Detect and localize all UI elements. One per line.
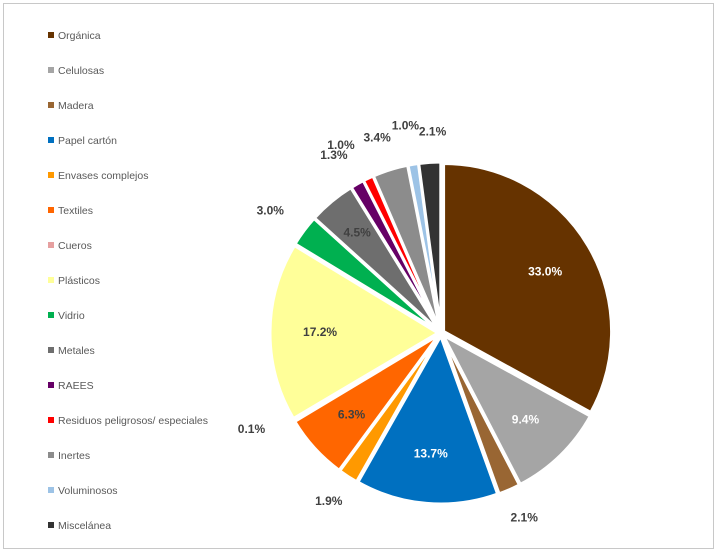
legend-label: Plásticos (58, 275, 101, 287)
legend-swatch (48, 137, 54, 143)
legend-label: Textiles (58, 205, 94, 217)
legend-label: Voluminosos (58, 485, 118, 497)
legend-label: RAEES (58, 380, 94, 392)
data-label: 1.9% (315, 494, 343, 508)
legend-label: Celulosas (58, 65, 105, 77)
legend-item: Voluminosos (48, 484, 118, 498)
legend-label: Envases complejos (58, 170, 149, 182)
pie-slice (268, 243, 441, 421)
legend-item: Orgánica (48, 29, 101, 43)
legend-item: Textiles (48, 204, 93, 218)
legend-item: Madera (48, 99, 94, 113)
data-label: 17.2% (303, 325, 337, 339)
legend-label: Miscelánea (58, 520, 112, 532)
legend-label: Orgánica (58, 30, 101, 42)
data-label: 1.3% (320, 148, 348, 162)
legend-swatch (48, 172, 54, 178)
legend-swatch (48, 312, 54, 318)
pie-slice (417, 160, 443, 331)
data-label: 0.1% (238, 422, 266, 436)
data-label: 6.3% (338, 407, 366, 421)
pie-slice (291, 333, 440, 424)
legend-swatch (48, 452, 54, 458)
data-label: 1.0% (392, 119, 420, 133)
pie-slice (355, 332, 500, 506)
legend-swatch (48, 67, 54, 73)
data-label: 13.7% (414, 447, 448, 461)
legend-item: Papel cartón (48, 134, 117, 148)
legend-item: Inertes (48, 449, 90, 463)
legend-item: Envases complejos (48, 169, 148, 183)
legend-swatch (48, 522, 54, 528)
legend-label: Papel cartón (58, 135, 117, 147)
legend-swatch (48, 382, 54, 388)
legend-swatch (48, 207, 54, 213)
data-label: 1.0% (327, 138, 355, 152)
legend-item: Celulosas (48, 64, 104, 78)
data-label: 33.0% (528, 264, 562, 278)
pie-slice (439, 331, 593, 487)
legend-item: Vidrio (48, 309, 85, 323)
legend-item: Residuos peligrosos/ especiales (48, 414, 208, 428)
legend-item: Plásticos (48, 274, 100, 288)
data-label: 2.1% (419, 124, 447, 138)
legend-swatch (48, 347, 54, 353)
legend-item: Metales (48, 344, 95, 358)
legend-swatch (48, 32, 54, 38)
data-label: 9.4% (512, 413, 540, 427)
data-label: 2.1% (511, 510, 539, 524)
legend-swatch (48, 102, 54, 108)
data-label: 4.5% (343, 225, 371, 239)
legend-label: Residuos peligrosos/ especiales (58, 415, 208, 427)
legend-item: Miscelánea (48, 519, 111, 533)
legend-swatch (48, 277, 54, 283)
data-label: 3.4% (363, 130, 391, 144)
chart-frame (3, 3, 714, 549)
legend-label: Metales (58, 345, 95, 357)
legend-item: Cueros (48, 239, 92, 253)
legend-label: Madera (58, 100, 94, 112)
legend-label: Cueros (58, 240, 92, 252)
legend-swatch (48, 242, 54, 248)
data-label: 3.0% (257, 204, 285, 218)
legend-item: RAEES (48, 379, 94, 393)
legend-swatch (48, 487, 54, 493)
legend-swatch (48, 417, 54, 423)
pie-slice (442, 161, 614, 415)
legend-label: Vidrio (58, 310, 85, 322)
legend-label: Inertes (58, 450, 91, 462)
